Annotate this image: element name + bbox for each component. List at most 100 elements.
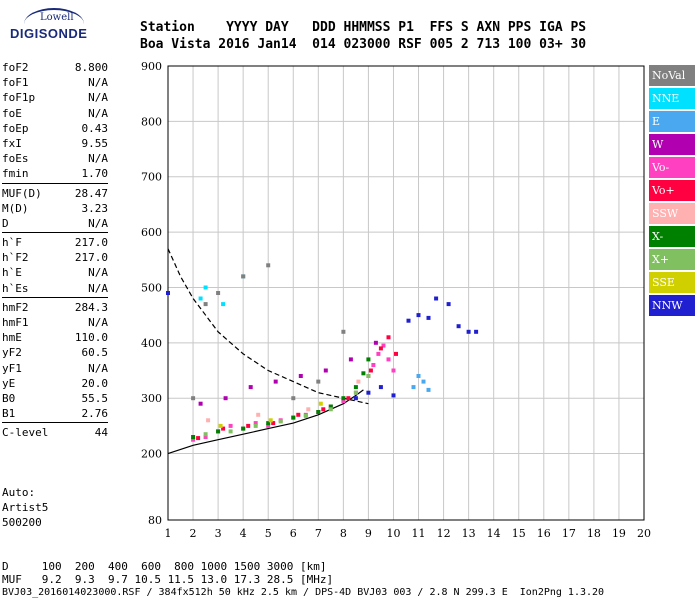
param-label: foF2	[2, 61, 29, 74]
x-tick-label: 5	[265, 527, 272, 540]
param-separator	[2, 232, 108, 234]
param-value: 20.0	[81, 376, 109, 390]
param-label: hmE	[2, 331, 22, 345]
point-x-	[341, 396, 346, 401]
param-row: foF1p N/A	[2, 90, 108, 105]
param-value: 60.5	[81, 346, 109, 360]
y-tick-label: 600	[141, 226, 162, 239]
point-noval	[191, 396, 196, 401]
x-tick-label: 6	[290, 527, 297, 540]
x-tick-label: 2	[190, 527, 197, 540]
x-tick-label: 17	[562, 527, 576, 540]
point-x-	[253, 423, 258, 428]
param-value: 3.23	[81, 201, 109, 215]
legend-item-nnw: NNW	[649, 295, 695, 316]
x-tick-label: 15	[512, 527, 526, 540]
param-row: hmF2 284.3	[2, 300, 108, 315]
footer-muf-row: MUF 9.2 9.3 9.7 10.5 11.5 13.0 17.3 28.5…	[2, 573, 334, 586]
x-tick-label: 8	[340, 527, 347, 540]
point-vo-	[346, 396, 351, 401]
param-row: C-level 44	[2, 425, 108, 440]
param-row: B0 55.5	[2, 391, 108, 406]
x-tick-label: 11	[412, 527, 426, 540]
point-vo-	[386, 357, 391, 362]
point-nnw	[474, 329, 479, 334]
point-noval	[241, 274, 246, 279]
point-vo-	[221, 426, 226, 431]
y-tick-label: 200	[141, 448, 162, 461]
plot-frame	[167, 65, 645, 521]
y-tick-label: 300	[141, 392, 162, 405]
point-vo-	[386, 335, 391, 340]
point-x-	[316, 410, 321, 414]
param-value: N/A	[88, 216, 108, 230]
legend-item-vo-: Vo+	[649, 180, 695, 201]
point-nnw	[426, 315, 431, 320]
point-x-	[353, 385, 358, 390]
footer-file-row: BVJ03_2016014023000.RSF / 384fx512h 50 k…	[2, 587, 605, 598]
param-value: 110.0	[74, 331, 108, 345]
param-label: h`F2	[2, 251, 29, 265]
param-label: B0	[2, 391, 16, 405]
param-row: MUF(D) 28.47	[2, 186, 108, 201]
x-tick-label: 4	[240, 527, 247, 540]
point-x-	[361, 371, 366, 376]
digisonde-logo: Lowell DIGISONDE	[4, 6, 122, 46]
param-label: M(D)	[2, 201, 29, 215]
y-tick-label: 500	[141, 281, 162, 294]
point-x-	[278, 419, 283, 424]
point-x-	[191, 435, 196, 439]
point-ssw	[356, 379, 361, 384]
legend-item-w: W	[649, 134, 695, 155]
point-vo-	[271, 421, 276, 426]
param-value: N/A	[88, 76, 108, 90]
legend-item-sse: SSE	[649, 272, 695, 293]
point-w	[248, 385, 253, 390]
legend-item-x-: X+	[649, 249, 695, 270]
point-w	[298, 374, 303, 378]
point-vo-	[391, 368, 396, 373]
point-vo-	[191, 437, 196, 442]
point-nnw	[466, 329, 471, 334]
point-vo-	[196, 436, 201, 441]
header-row-2: Boa Vista 2016 Jan14 014 023000 RSF 005 …	[140, 37, 587, 52]
param-value: N/A	[88, 281, 108, 295]
param-row: fmin 1.70	[2, 166, 108, 181]
x-tick-label: 18	[587, 527, 601, 540]
point-w	[198, 401, 203, 406]
param-row: yF1 N/A	[2, 361, 108, 376]
point-x-	[366, 374, 371, 378]
point-w	[323, 368, 328, 373]
point-vo-	[246, 423, 251, 428]
point-w	[223, 396, 228, 401]
point-x-	[328, 407, 333, 412]
point-noval	[341, 329, 346, 334]
param-label: fxI	[2, 136, 22, 150]
point-w	[373, 340, 378, 345]
footer-distance-row: D 100 200 400 600 800 1000 1500 3000 [km…	[2, 560, 327, 573]
x-tick-label: 20	[637, 527, 651, 540]
param-label: fmin	[2, 167, 29, 181]
curve-muf	[167, 248, 369, 405]
legend-item-nne: NNE	[649, 88, 695, 109]
param-label: foF1	[2, 76, 29, 90]
point-nnw	[366, 390, 371, 395]
param-separator	[2, 296, 108, 298]
param-value: 217.0	[74, 251, 108, 265]
param-label: foF1p	[2, 91, 36, 105]
legend-item-ssw: SSW	[649, 203, 695, 224]
param-row: fxI 9.55	[2, 136, 108, 151]
point-w	[348, 357, 353, 362]
param-value: 28.47	[74, 186, 108, 200]
param-row: foF1 N/A	[2, 75, 108, 90]
point-nne	[203, 285, 208, 290]
x-tick-label: 7	[315, 527, 322, 540]
param-value: 9.55	[81, 136, 109, 150]
param-value: 284.3	[74, 300, 108, 314]
param-row: hmF1 N/A	[2, 315, 108, 330]
point-e	[426, 387, 431, 392]
point-vo-	[228, 423, 233, 428]
param-label: foEs	[2, 152, 29, 166]
y-tick-label: 700	[141, 171, 162, 184]
point-nnw	[456, 324, 461, 329]
